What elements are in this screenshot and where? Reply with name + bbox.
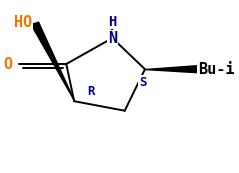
Text: N: N [108,31,117,45]
Text: Bu-i: Bu-i [198,62,234,77]
Text: R: R [87,85,95,98]
Text: H: H [108,15,117,29]
Text: S: S [139,76,147,89]
Polygon shape [145,66,197,73]
Text: O: O [3,57,12,71]
Polygon shape [31,22,75,101]
Text: HO: HO [14,15,33,30]
